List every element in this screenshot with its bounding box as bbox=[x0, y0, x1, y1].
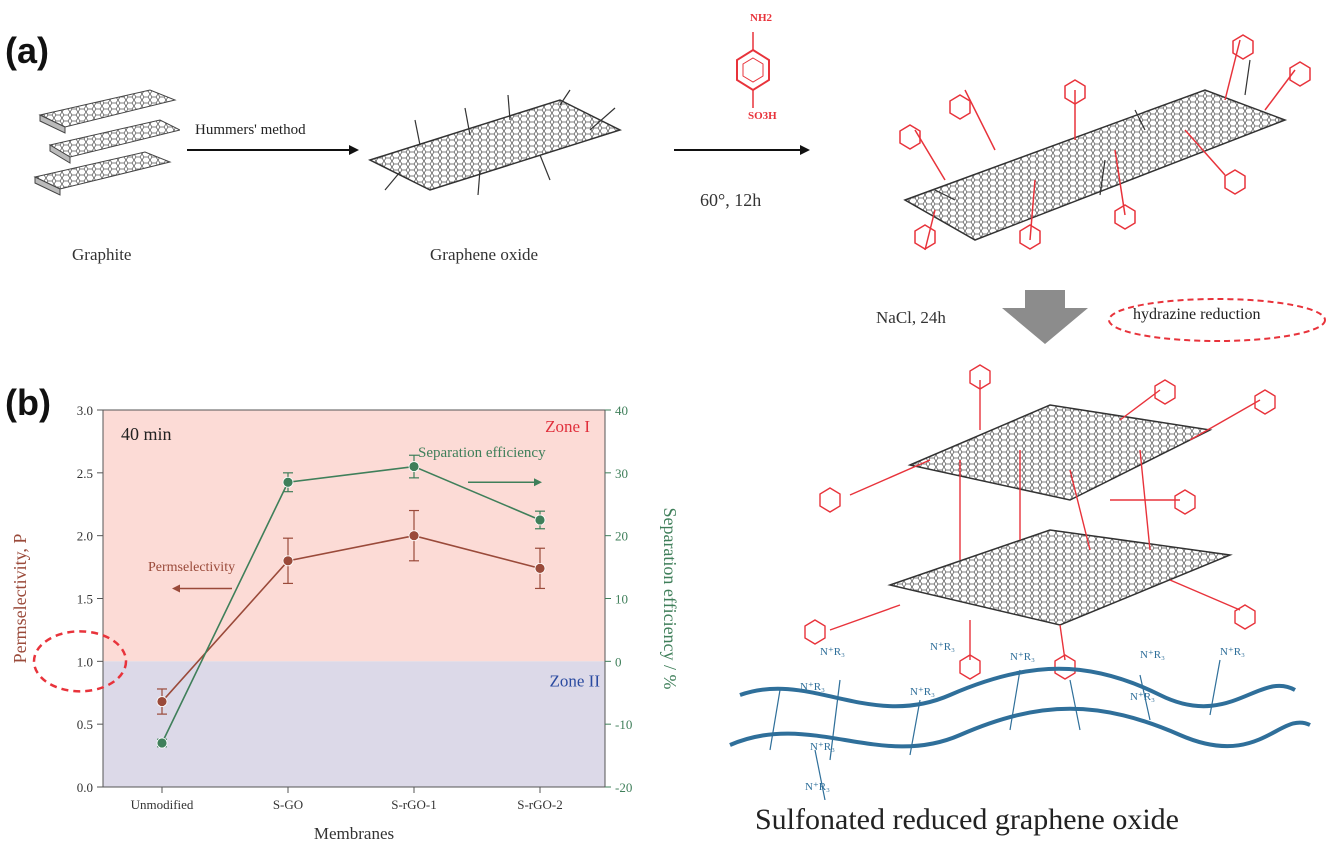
threshold-ellipse bbox=[32, 630, 128, 693]
x-tick-label: S-rGO-2 bbox=[517, 797, 563, 812]
y-right-tick-label: 10 bbox=[615, 592, 628, 607]
permselectivity-annotation: Permselectivity bbox=[148, 560, 235, 575]
x-tick-label: S-rGO-1 bbox=[391, 797, 437, 812]
x-tick-label: Unmodified bbox=[131, 797, 194, 812]
hydrazine-ellipse bbox=[1108, 298, 1326, 342]
svg-text:N⁺R₃: N⁺R₃ bbox=[1220, 646, 1245, 658]
zone-1-background bbox=[103, 410, 605, 662]
svg-text:N⁺R₃: N⁺R₃ bbox=[810, 741, 835, 753]
reagent-top-label: NH2 bbox=[750, 12, 772, 24]
data-point bbox=[282, 476, 294, 488]
panel-b-tag: (b) bbox=[5, 382, 51, 423]
permselectivity-chart: 0.0 0.5 1.0 1.5 2.0 2.5 3.0 -20 -10 0 10 20 30 40 Unmo… bbox=[10, 403, 680, 843]
y-right-tick-label: 20 bbox=[615, 529, 628, 544]
data-point bbox=[408, 461, 420, 472]
data-point bbox=[408, 530, 420, 542]
graphite-label: Graphite bbox=[72, 245, 132, 264]
y-axis-left-label: Permselectivity, P bbox=[10, 534, 30, 664]
arrow-hummers bbox=[187, 145, 359, 155]
data-point bbox=[534, 514, 546, 526]
y-right-tick-label: 40 bbox=[615, 403, 628, 418]
series-line bbox=[161, 465, 541, 744]
svg-text:N⁺R₃: N⁺R₃ bbox=[930, 641, 955, 653]
y-right-tick-label: -20 bbox=[615, 780, 632, 795]
svg-text:N⁺R₃: N⁺R₃ bbox=[910, 686, 935, 698]
data-point bbox=[282, 555, 294, 567]
y-right-tick-label: 0 bbox=[615, 654, 622, 669]
hydrazine-label: hydrazine reduction bbox=[1133, 306, 1261, 323]
y-left-tick-label: 2.0 bbox=[77, 529, 93, 544]
y-left-tick-label: 0.5 bbox=[77, 717, 93, 732]
separation-annotation: Separation efficiency bbox=[418, 445, 546, 461]
y-left-tick-label: 1.0 bbox=[77, 654, 93, 669]
y-right-tick-label: -10 bbox=[615, 717, 632, 732]
gray-down-arrow bbox=[1002, 290, 1088, 344]
y-left-tick-label: 0.0 bbox=[77, 780, 93, 795]
separation-arrow-head bbox=[534, 478, 542, 487]
data-point bbox=[156, 737, 168, 749]
series-line bbox=[161, 534, 541, 703]
data-point bbox=[156, 696, 168, 707]
svg-text:N⁺R₃: N⁺R₃ bbox=[820, 646, 845, 658]
final-product-label: Sulfonated reduced graphene oxide bbox=[755, 803, 1179, 836]
zone-2-background bbox=[103, 661, 605, 787]
sulfonated-go-illustration bbox=[899, 34, 1311, 251]
graphene-oxide-illustration bbox=[368, 89, 622, 196]
y-left-tick-label: 1.5 bbox=[77, 592, 93, 607]
time-label: 40 min bbox=[121, 424, 172, 444]
zone-2-label: Zone II bbox=[549, 671, 600, 690]
svg-text:N⁺R₃: N⁺R₃ bbox=[1130, 691, 1155, 703]
nacl-label: NaCl, 24h bbox=[876, 308, 946, 327]
panel-a-tag: (a) bbox=[5, 30, 49, 71]
data-point bbox=[534, 562, 546, 574]
conditions-label: 60°, 12h bbox=[700, 190, 762, 210]
y-left-tick-label: 2.5 bbox=[77, 466, 93, 481]
reagent-bottom-label: SO3H bbox=[748, 110, 777, 122]
svg-text:N⁺R₃: N⁺R₃ bbox=[805, 781, 830, 793]
srgo-membrane-illustration: N⁺R₃ N⁺R₃ N⁺R₃ N⁺R₃ N⁺R₃ N⁺R₃ N⁺R₃ N⁺R₃ N⁺R₃… bbox=[729, 364, 1311, 800]
hummers-label: Hummers' method bbox=[195, 122, 306, 138]
x-axis-label: Membranes bbox=[314, 824, 394, 843]
y-right-tick-label: 30 bbox=[615, 466, 628, 481]
x-tick-label: S-GO bbox=[273, 797, 303, 812]
svg-text:N⁺R₃: N⁺R₃ bbox=[800, 681, 825, 693]
svg-text:N⁺R₃: N⁺R₃ bbox=[1140, 649, 1165, 661]
y-axis-right-label: Separation efficiency / % bbox=[660, 507, 680, 689]
permselectivity-arrow-head bbox=[172, 584, 180, 593]
svg-text:N⁺R₃: N⁺R₃ bbox=[1010, 651, 1035, 663]
graphite-illustration bbox=[33, 89, 180, 196]
graphene-oxide-label: Graphene oxide bbox=[430, 245, 539, 264]
arrow-sulfonation bbox=[674, 145, 810, 155]
aminobenzenesulfonic-acid-structure bbox=[736, 32, 770, 108]
zone-1-label: Zone I bbox=[545, 417, 590, 436]
y-left-tick-label: 3.0 bbox=[77, 403, 93, 418]
